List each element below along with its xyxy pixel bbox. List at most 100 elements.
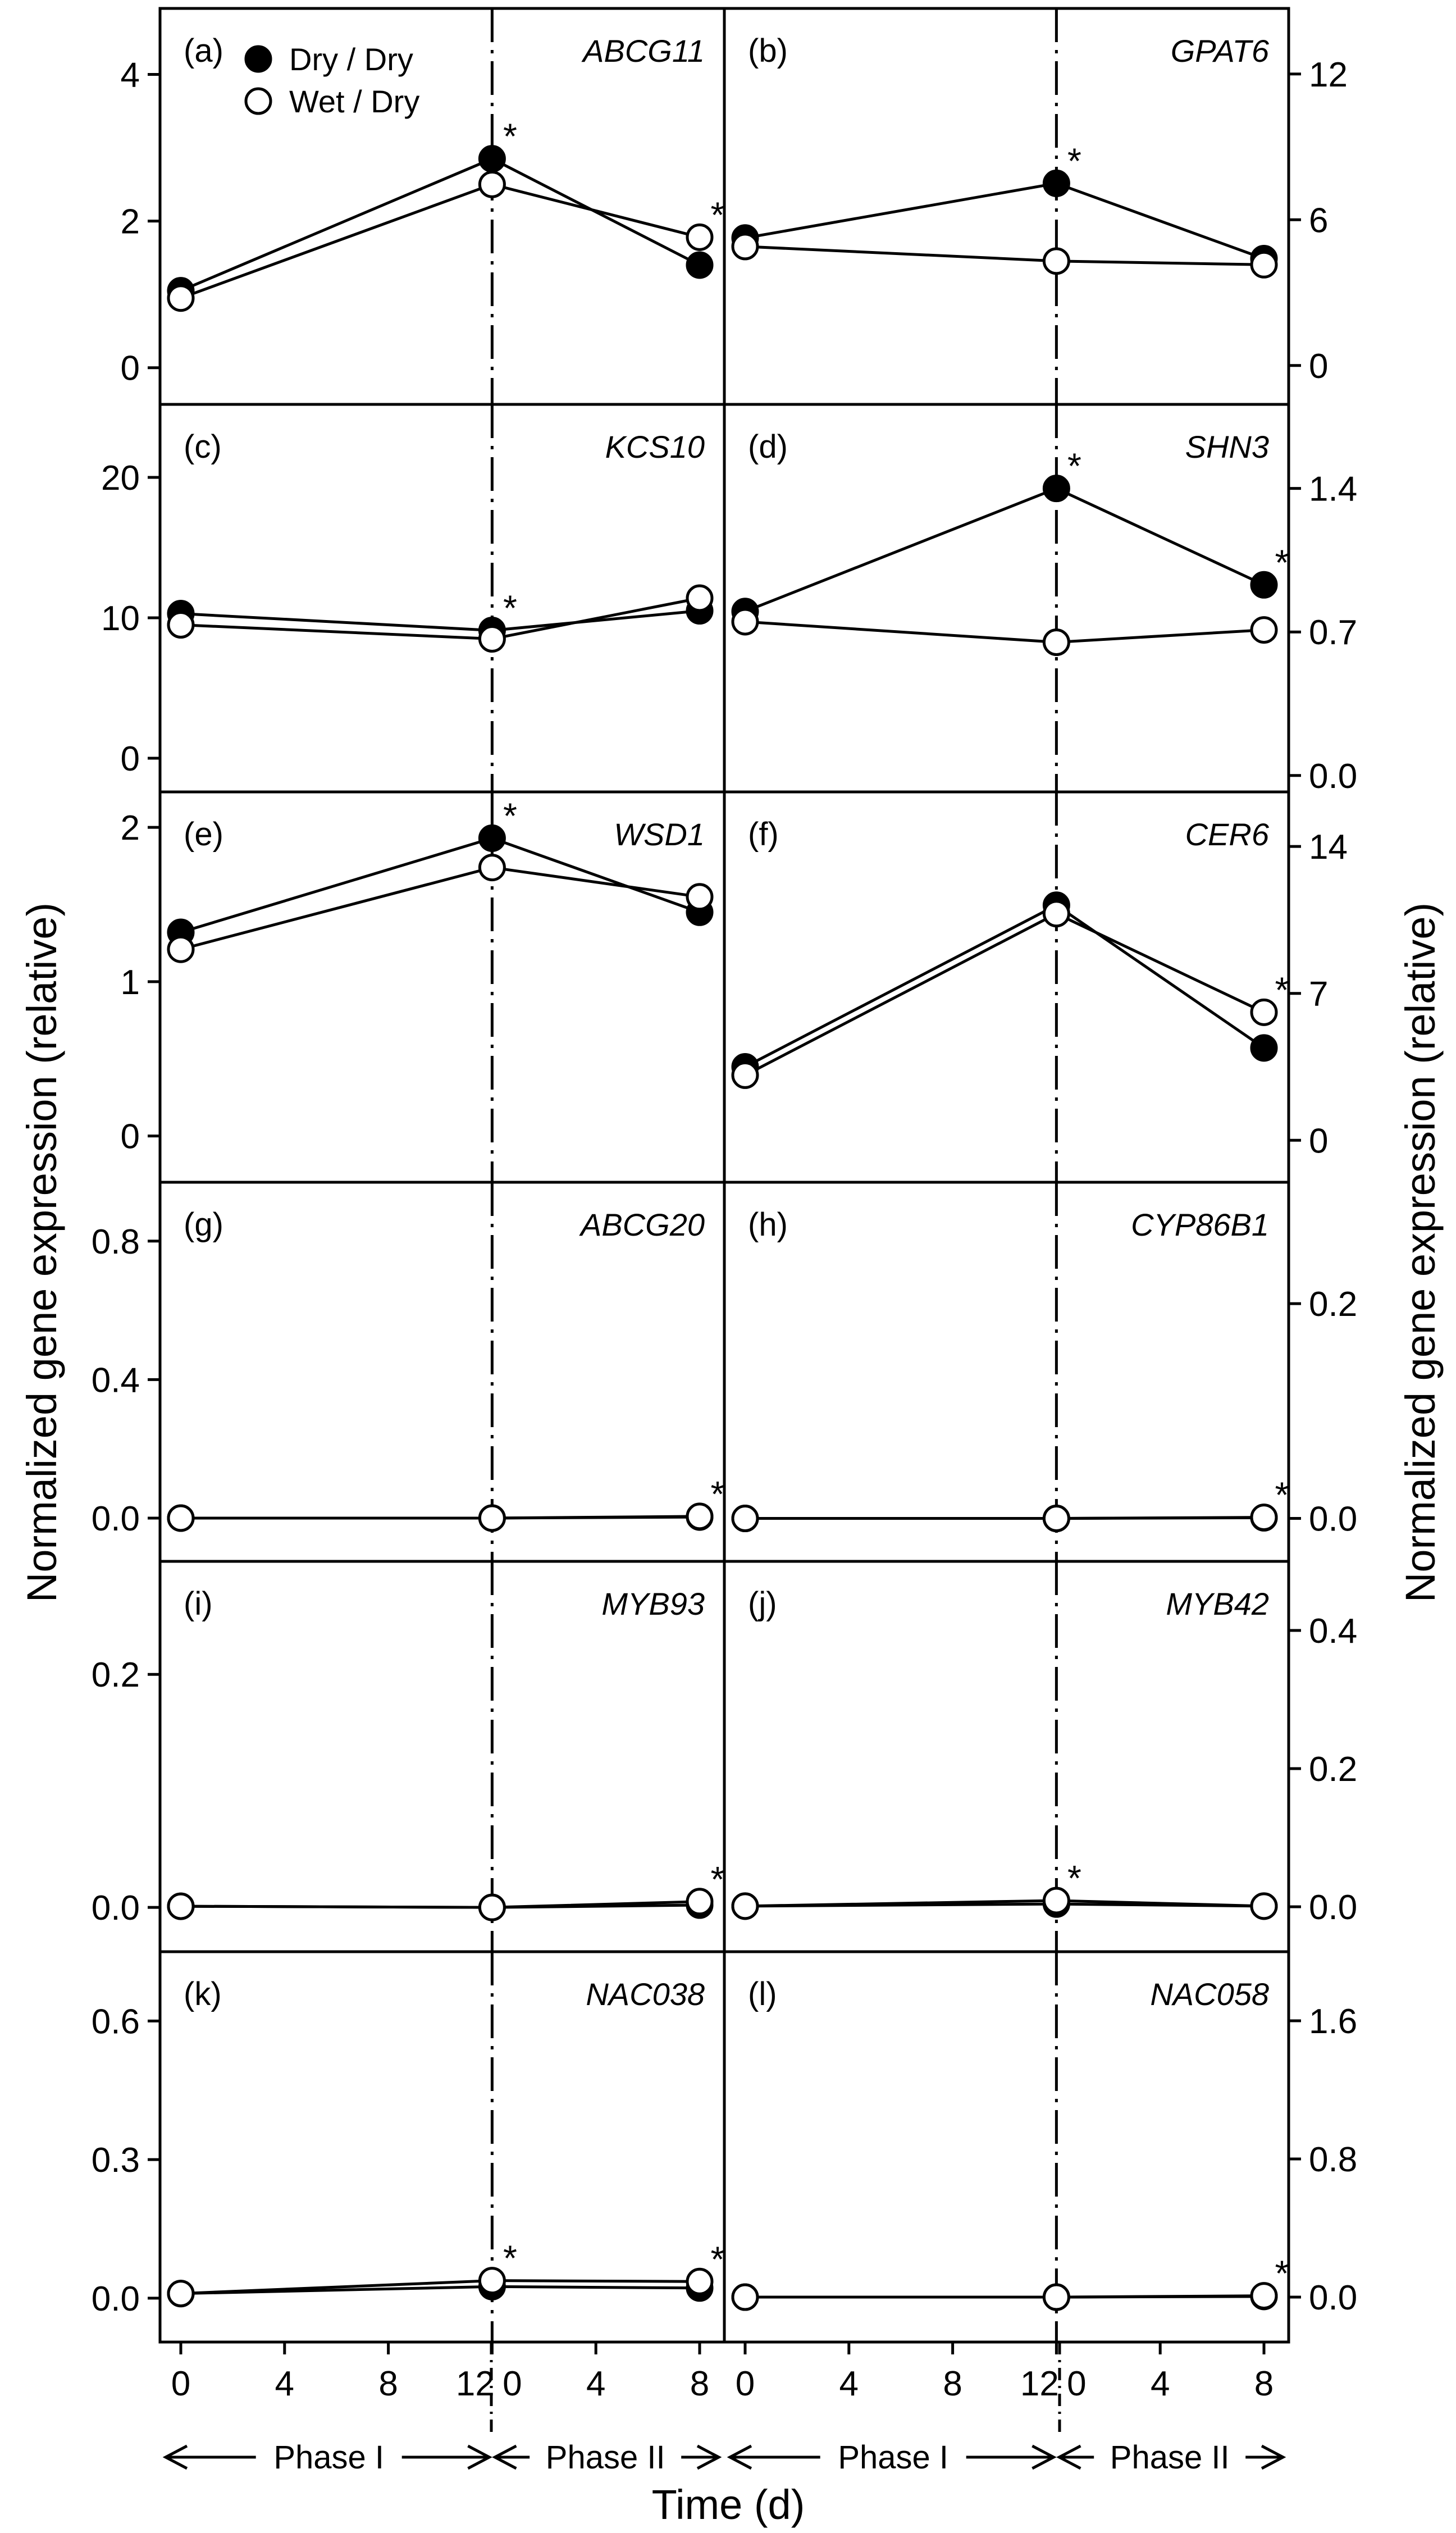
y-tick-label: 14: [1309, 828, 1348, 867]
y-tick-label: 0: [1309, 1122, 1328, 1160]
phase-arrow-group: Phase I Phase II: [162, 2439, 722, 2476]
x-tick-label: 4: [275, 2365, 294, 2403]
gene-name: ABCG11: [581, 33, 705, 69]
series-line-dry-dry: [745, 486, 1265, 613]
significance-star: *: [1275, 969, 1289, 1010]
y-tick-label: 0.0: [1309, 1500, 1357, 1539]
significance-star: *: [503, 795, 517, 836]
y-tick-label: 0.0: [92, 1500, 140, 1538]
x-tick-label: 8: [943, 2365, 962, 2403]
gene-name: MYB93: [601, 1586, 705, 1621]
gene-name: SHN3: [1185, 429, 1269, 464]
significance-star: *: [1067, 140, 1081, 181]
panel-label: (a): [184, 33, 223, 69]
legend-label-dry-dry: Dry / Dry: [289, 42, 413, 77]
phase-arrow-group: Phase I Phase II: [727, 2439, 1286, 2476]
data-point-wet-dry: [1042, 900, 1070, 928]
panel-label: (i): [184, 1586, 213, 1622]
y-tick-label: 1: [121, 963, 140, 1002]
y-tick-label: 0.4: [92, 1361, 140, 1400]
series-line-wet-dry: [745, 620, 1265, 644]
arrowhead-right: [1261, 2444, 1286, 2470]
y-tick-label: 0.8: [92, 1223, 140, 1261]
phase-label-2: Phase II: [546, 2439, 665, 2476]
y-tick-label: 0: [121, 349, 140, 388]
series-line-wet-dry: [745, 1516, 1265, 1520]
panel-wsd1: 0 1 2 (e) WSD1 *: [121, 790, 726, 1184]
phase-arrows: [490, 2342, 1061, 2438]
data-point-wet-dry: [478, 1893, 506, 1921]
data-point-wet-dry: [1250, 1504, 1278, 1532]
data-point-wet-dry: [686, 1888, 714, 1916]
x-tick-label: 4: [586, 2365, 605, 2403]
data-point-dry-dry: [1042, 169, 1070, 197]
y-tick-label: 0.7: [1309, 613, 1357, 652]
data-point-wet-dry: [1042, 628, 1070, 656]
data-point-wet-dry: [1250, 616, 1278, 644]
y-tick-label: 0.6: [92, 2002, 140, 2041]
gene-name: GPAT6: [1171, 33, 1270, 69]
right-y-axis-label: Normalized gene expression (relative): [1397, 903, 1444, 1602]
y-tick-label: 0.0: [92, 1889, 140, 1928]
data-point-wet-dry: [1042, 247, 1070, 275]
legend: Dry / Dry Wet / Dry: [244, 42, 419, 119]
data-point-wet-dry: [167, 1892, 195, 1920]
x-tick-label: 0: [736, 2365, 755, 2403]
series-line-wet-dry: [180, 183, 700, 300]
data-point-dry-dry: [478, 145, 506, 173]
arrowhead-left: [1056, 2444, 1081, 2470]
data-point-wet-dry: [167, 611, 195, 639]
data-point-wet-dry: [478, 1504, 506, 1532]
panel-abcg20: 0.0 0.4 0.8 (g) ABCG20 *: [92, 1181, 726, 1563]
y-tick-label: 2: [121, 203, 140, 242]
significance-star: *: [1275, 1475, 1289, 1515]
x-tick-label: 8: [1254, 2365, 1274, 2403]
gene-name: ABCG20: [579, 1207, 705, 1242]
y-tick-label: 0.4: [1309, 1612, 1357, 1651]
y-tick-label: 0: [121, 1118, 140, 1156]
data-point-wet-dry: [478, 170, 506, 198]
data-point-wet-dry: [731, 1505, 759, 1533]
y-tick-label: 0: [121, 740, 140, 778]
y-tick-label: 0.2: [1309, 1285, 1357, 1324]
gene-name: CYP86B1: [1131, 1207, 1269, 1242]
significance-star: *: [711, 1474, 725, 1514]
data-point-dry-dry: [1042, 475, 1070, 503]
x-tick-label: 8: [378, 2365, 398, 2403]
significance-star: *: [1067, 1858, 1081, 1898]
data-point-wet-dry: [686, 2267, 714, 2295]
gene-name: CER6: [1185, 817, 1270, 852]
data-point-dry-dry: [686, 251, 714, 279]
data-point-wet-dry: [731, 2283, 759, 2311]
gene-name: NAC058: [1150, 1976, 1269, 2012]
panel-label: (j): [748, 1586, 777, 1622]
phase-label-1: Phase I: [838, 2439, 948, 2476]
x-tick-label: 12: [456, 2365, 495, 2403]
series-line-dry-dry: [744, 903, 1265, 1068]
y-tick-label: 0.0: [1309, 1888, 1357, 1927]
y-tick-label: 1.6: [1309, 2002, 1357, 2041]
x-tick-label: 0: [171, 2365, 190, 2403]
y-tick-label: 0.0: [1309, 2279, 1357, 2317]
y-tick-label: 0.0: [92, 2280, 140, 2318]
significance-star: *: [1275, 2253, 1289, 2294]
y-tick-label: 0.2: [92, 1656, 140, 1694]
panel-label: (l): [748, 1976, 777, 2012]
left-y-axis-label: Normalized gene expression (relative): [19, 903, 65, 1602]
series-line-dry-dry: [745, 181, 1265, 260]
y-tick-label: 7: [1309, 975, 1328, 1014]
x-tick-label: 8: [690, 2365, 709, 2403]
data-point-wet-dry: [1250, 1892, 1278, 1920]
data-point-wet-dry: [731, 608, 759, 636]
significance-star: *: [1275, 542, 1289, 582]
data-point-wet-dry: [167, 1504, 195, 1532]
data-point-dry-dry: [478, 824, 506, 852]
data-point-wet-dry: [167, 284, 195, 312]
arrowhead-right: [1031, 2444, 1057, 2470]
panel-myb42: 0.0 0.2 0.4 (j) MYB42 *: [723, 1560, 1357, 1953]
panel-label: (g): [184, 1206, 223, 1243]
x-tick-label: 4: [839, 2365, 859, 2403]
data-point-wet-dry: [686, 584, 714, 612]
y-tick-label: 0.2: [1309, 1750, 1357, 1789]
